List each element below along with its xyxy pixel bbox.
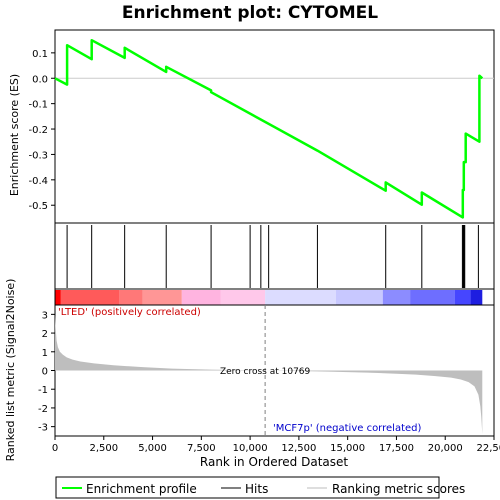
x-tick-label: 20,000 [428,443,463,454]
ranking-y-axis-label: Ranked list metric (Signal2Noise) [4,279,17,462]
color-bar-segment [119,290,143,305]
x-tick-label: 12,500 [281,443,316,454]
es-y-tick-label: 0.1 [32,49,48,60]
ranking-y-tick-label: 3 [42,310,48,321]
color-bar-segment [265,290,336,305]
chart-title: Enrichment plot: CYTOMEL [122,3,378,23]
color-bar-segment [220,290,266,305]
hits-markers [66,225,479,288]
es-y-tick-label: -0.3 [28,150,48,161]
es-y-axis-label: Enrichment score (ES) [8,74,21,196]
color-bar-segment [410,290,455,305]
color-bar-segment [60,290,120,305]
color-bar-segment [55,290,61,305]
color-bar-segment [454,290,471,305]
color-bar-segment [142,290,182,305]
x-tick-label: 15,000 [330,443,365,454]
negative-correlation-label: 'MCF7p' (negative correlated) [273,423,421,434]
x-tick-label: 2,500 [89,443,118,454]
ranking-y-tick-label: -3 [38,423,48,434]
positive-correlation-label: 'LTED' (positively correlated) [58,307,201,318]
x-tick-label: 0 [52,443,58,454]
ranking-y-tick-label: 2 [42,329,48,340]
es-y-tick-label: 0.0 [32,74,48,85]
ranking-y-tick-label: 0 [42,367,48,378]
x-axis: 0 2,500 5,000 7,500 10,000 12,500 15,000 17,500… [52,436,500,454]
legend-label: Ranking metric scores [332,482,465,496]
legend-box [55,476,440,499]
x-axis-label: Rank in Ordered Dataset [200,455,348,469]
enrichment-profile [54,38,484,219]
zero-cross-label: Zero cross at 10769 [220,367,311,377]
x-tick-label: 10,000 [233,443,268,454]
ranking-color-bar [55,290,483,305]
hits-panel-frame [54,222,495,290]
es-y-tick-label: -0.2 [28,125,48,136]
ranking-y-tick-label: -2 [38,404,48,415]
es-y-tick-label: -0.1 [28,100,48,111]
color-bar-segment [382,290,411,305]
es-y-axis: -0.5 -0.4 -0.3 -0.2 -0.1 0.0 0.1 [28,49,55,212]
color-bar-segment [470,290,483,305]
legend-label: Hits [245,482,268,496]
x-tick-label: 22,500 [477,443,500,454]
x-tick-label: 5,000 [138,443,167,454]
es-y-tick-label: -0.5 [28,201,48,212]
x-tick-label: 7,500 [187,443,216,454]
ranking-y-axis: -3 -2 -1 0 1 2 3 [38,310,55,434]
x-tick-label: 17,500 [379,443,414,454]
legend: Enrichment profile Hits Ranking metric sco… [62,482,465,496]
color-bar-segment [335,290,383,305]
ranking-y-tick-label: 1 [42,348,48,359]
es-y-tick-label: -0.4 [28,176,48,187]
color-bar-segment [181,290,221,305]
enrichment-profile-line [54,38,484,219]
legend-label: Enrichment profile [86,482,197,496]
ranking-y-tick-label: -1 [38,385,48,396]
